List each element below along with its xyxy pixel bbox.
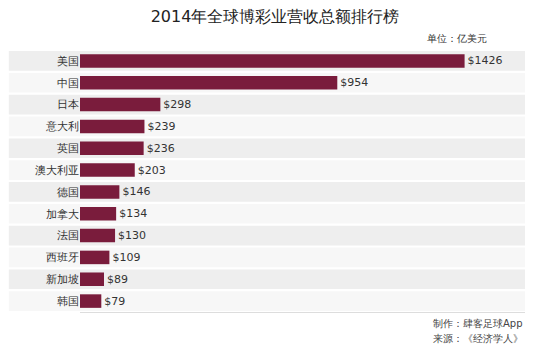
svg-text:加拿大: 加拿大 [46, 208, 79, 221]
svg-text:2014年全球博彩业营收总额排行榜: 2014年全球博彩业营收总额排行榜 [151, 7, 400, 26]
svg-text:$954: $954 [340, 76, 368, 89]
svg-text:澳大利亚: 澳大利亚 [35, 164, 79, 177]
svg-text:美国: 美国 [57, 55, 79, 68]
svg-text:$239: $239 [147, 120, 175, 133]
svg-text:单位：亿美元: 单位：亿美元 [427, 33, 487, 44]
svg-text:$298: $298 [163, 98, 191, 111]
svg-text:德国: 德国 [57, 186, 79, 199]
svg-text:$203: $203 [138, 164, 166, 177]
svg-text:日本: 日本 [57, 98, 79, 111]
svg-text:新加坡: 新加坡 [46, 273, 79, 286]
svg-text:$146: $146 [122, 185, 150, 198]
svg-text:$79: $79 [104, 295, 125, 308]
svg-text:英国: 英国 [57, 142, 79, 155]
svg-text:西班牙: 西班牙 [46, 251, 79, 264]
svg-text:$1426: $1426 [468, 54, 503, 67]
svg-text:$109: $109 [112, 251, 140, 264]
svg-text:$134: $134 [119, 207, 147, 220]
svg-text:$236: $236 [147, 142, 175, 155]
svg-text:韩国: 韩国 [57, 295, 79, 308]
svg-text:$130: $130 [118, 229, 146, 242]
svg-text:意大利: 意大利 [45, 120, 79, 133]
svg-text:中国: 中国 [57, 77, 79, 90]
svg-text:制作：肆客足球App: 制作：肆客足球App [433, 318, 523, 329]
svg-text:来源：《经济学人》: 来源：《经济学人》 [433, 333, 523, 344]
svg-text:$89: $89 [107, 273, 128, 286]
svg-text:法国: 法国 [57, 229, 79, 242]
